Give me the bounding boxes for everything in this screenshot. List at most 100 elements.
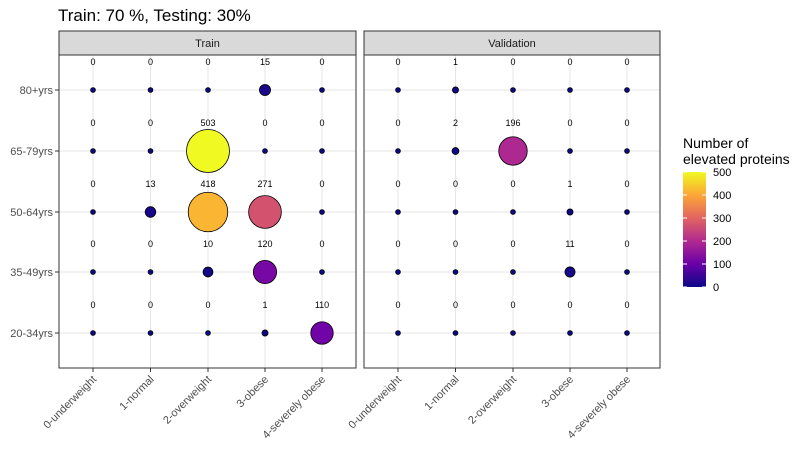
data-label: 0 [205,300,210,310]
chart-title: Train: 70 %, Testing: 30% [58,6,251,25]
data-point [90,209,96,215]
data-point [205,330,211,336]
data-label: 0 [395,239,400,249]
x-tick-label: 3-obese [235,374,272,411]
data-point [624,330,630,336]
x-tick-label: 0-underweight [346,374,404,432]
data-point [147,148,154,154]
data-point [262,148,268,154]
data-label: 0 [90,118,95,128]
data-point [452,330,459,336]
panel-train: Train 0 0 0 1 110 0 0 10 120 0 0 13 418 271 0 0 0 503 0 0 0 0 0… [58,30,357,369]
y-tick-label: 35-49yrs [10,267,53,279]
data-label: 0 [90,179,95,189]
panel-border [363,54,661,369]
data-point [202,266,214,278]
data-label: 0 [624,300,629,310]
data-point [395,87,401,93]
data-point [90,87,96,93]
data-label: 0 [567,118,572,128]
data-label: 13 [145,179,155,189]
data-label: 0 [567,300,572,310]
data-label: 0 [319,179,324,189]
data-label: 0 [624,239,629,249]
legend-title: Number of [683,135,748,151]
y-axis: 20-34yrs 35-49yrs 50-64yrs 65-79yrs 80+yrs [10,85,59,340]
data-label: 0 [90,300,95,310]
data-point [395,209,401,215]
data-point [90,330,96,336]
data-label: 0 [262,118,267,128]
data-point [510,269,516,275]
data-label: 0 [90,239,95,249]
data-point [310,321,334,345]
facet-strip [58,30,357,56]
data-point [624,269,630,275]
data-point [147,269,154,275]
data-point [452,269,459,275]
data-label: 1 [262,300,267,310]
data-label: 0 [567,57,572,67]
data-label: 0 [453,300,458,310]
data-label: 503 [200,118,215,128]
data-point [187,191,229,233]
data-label: 0 [453,239,458,249]
data-point [261,329,269,337]
data-label: 11 [565,239,574,249]
data-point [566,208,574,216]
legend-colorbar [683,172,706,287]
x-tick-label: 1-normal [117,374,156,413]
data-label: 0 [624,57,629,67]
data-point [144,206,157,218]
data-label: 2 [453,118,458,128]
data-label: 0 [395,300,400,310]
data-label: 110 [315,300,329,310]
data-label: 0 [510,239,515,249]
data-label: 0 [510,179,515,189]
data-point [90,148,96,154]
data-label: 0 [148,118,153,128]
data-label: 0 [319,57,324,67]
data-label: 0 [453,179,458,189]
data-point [567,148,573,154]
data-point [90,269,96,275]
data-label: 0 [205,57,210,67]
data-label: 1 [453,57,458,67]
data-point [147,330,154,336]
legend-tick-label: 0 [713,282,719,294]
data-label: 0 [510,57,515,67]
data-label: 0 [395,118,400,128]
data-point [452,209,459,215]
data-label: 0 [148,57,153,67]
data-label: 0 [510,300,515,310]
data-point [564,266,576,278]
data-label: 15 [260,57,270,67]
x-tick-label: 0-underweight [41,374,99,432]
data-point [248,195,282,229]
panel-validation: Validation 0 0 0 0 0 0 0 0 11 0 0 0 0 1 0 0 2 196 0 0 0 1 0 0 0 [363,30,661,369]
data-point [395,148,401,154]
data-label: 418 [200,179,215,189]
x-tick-label: 3-obese [540,374,577,411]
data-label: 0 [395,57,400,67]
data-point [624,148,630,154]
data-point [319,87,325,93]
data-label: 196 [505,118,520,128]
data-label: 0 [90,57,95,67]
x-axes: 0-underweight 1-normal 2-overweight 3-obese… [41,368,633,441]
data-point [567,87,573,93]
x-tick-label: 1-normal [422,374,461,413]
data-point [498,136,528,166]
x-tick-label: 2-overweight [161,374,214,427]
data-label: 0 [148,300,153,310]
data-label: 0 [148,239,153,249]
data-point [452,86,459,94]
data-label: 271 [257,179,272,189]
x-tick-label: 2-overweight [466,374,519,427]
data-point [186,129,230,173]
y-tick-label: 80+yrs [20,85,54,97]
data-point [319,209,325,215]
data-point [510,87,516,93]
legend-tick-label: 200 [713,236,731,248]
